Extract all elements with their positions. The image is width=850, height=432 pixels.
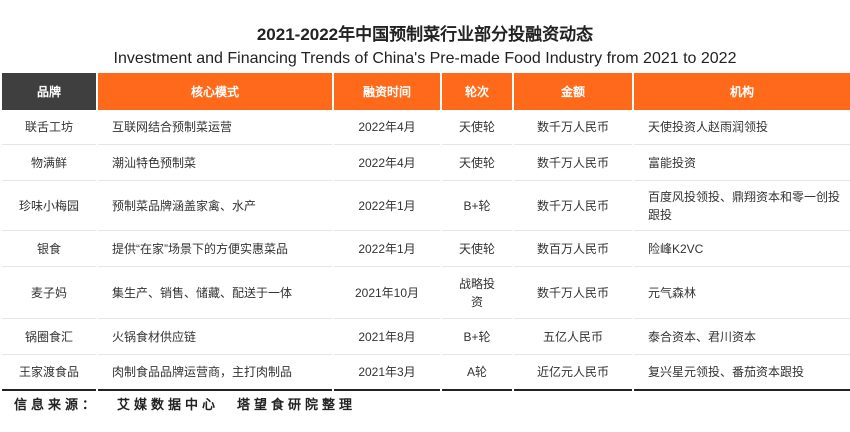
cell-institution: 险峰K2VC [634,231,850,267]
cell-financing-time: 2022年1月 [334,181,440,231]
cell-financing-time: 2022年4月 [334,110,440,145]
cell-amount: 数千万人民币 [514,110,632,145]
cell-round: 战略投资 [442,267,512,319]
cell-core-model: 预制菜品牌涵盖家禽、水产 [98,181,332,231]
cell-core-model: 提供“在家”场景下的方便实惠菜品 [98,231,332,267]
table-row: 麦子妈 集生产、销售、储藏、配送于一体 2021年10月 战略投资 数千万人民币… [2,267,850,319]
table-row: 王家渡食品 肉制食品品牌运营商，主打肉制品 2021年3月 A轮 近亿元人民币 … [2,355,850,391]
cell-brand: 物满鲜 [2,145,96,181]
cell-round: 天使轮 [442,231,512,267]
cell-financing-time: 2022年1月 [334,231,440,267]
cell-amount: 数千万人民币 [514,267,632,319]
cell-brand: 银食 [2,231,96,267]
cell-financing-time: 2021年10月 [334,267,440,319]
cell-brand: 麦子妈 [2,267,96,319]
investment-table: 品牌 核心模式 融资时间 轮次 金额 机构 联舌工坊 互联网结合预制菜运营 20… [0,73,850,391]
table-row: 物满鲜 潮汕特色预制菜 2022年4月 天使轮 数千万人民币 富能投资 [2,145,850,181]
cell-amount: 五亿人民币 [514,319,632,355]
source-org-primary: 艾媒数据中心 [117,397,220,412]
cell-amount: 近亿元人民币 [514,355,632,391]
cell-core-model: 火锅食材供应链 [98,319,332,355]
cell-amount: 数千万人民币 [514,181,632,231]
cell-institution: 复兴星元领投、番茄资本跟投 [634,355,850,391]
source-note: 信息来源： 艾媒数据中心 塔望食研院整理 [14,394,374,413]
page-title: 2021-2022年中国预制菜行业部分投融资动态 [256,25,594,44]
cell-amount: 数百万人民币 [514,231,632,267]
cell-institution: 元气森林 [634,267,850,319]
page-subtitle: Investment and Financing Trends of China… [113,50,737,67]
header-core-model: 核心模式 [98,73,332,110]
cell-brand: 珍味小梅园 [2,181,96,231]
cell-core-model: 集生产、销售、储藏、配送于一体 [98,267,332,319]
cell-institution: 泰合资本、君川资本 [634,319,850,355]
table-row: 银食 提供“在家”场景下的方便实惠菜品 2022年1月 天使轮 数百万人民币 险… [2,231,850,267]
source-org-secondary: 塔望食研院整理 [237,397,357,412]
cell-round: 天使轮 [442,110,512,145]
cell-financing-time: 2022年4月 [334,145,440,181]
cell-institution: 百度风投领投、鼎翔资本和零一创投跟投 [634,181,850,231]
table-row: 联舌工坊 互联网结合预制菜运营 2022年4月 天使轮 数千万人民币 天使投资人… [2,110,850,145]
cell-core-model: 潮汕特色预制菜 [98,145,332,181]
table-row: 锅圈食汇 火锅食材供应链 2021年8月 B+轮 五亿人民币 泰合资本、君川资本 [2,319,850,355]
cell-round: A轮 [442,355,512,391]
source-label: 信息来源： [14,397,100,412]
cell-round: 天使轮 [442,145,512,181]
cell-core-model: 互联网结合预制菜运营 [98,110,332,145]
cell-institution: 富能投资 [634,145,850,181]
table-header-row: 品牌 核心模式 融资时间 轮次 金额 机构 [2,73,850,110]
cell-amount: 数千万人民币 [514,145,632,181]
cell-round: B+轮 [442,181,512,231]
table-row: 珍味小梅园 预制菜品牌涵盖家禽、水产 2022年1月 B+轮 数千万人民币 百度… [2,181,850,231]
cell-institution: 天使投资人赵雨润领投 [634,110,850,145]
header-round: 轮次 [442,73,512,110]
cell-core-model: 肉制食品品牌运营商，主打肉制品 [98,355,332,391]
cell-brand: 锅圈食汇 [2,319,96,355]
cell-financing-time: 2021年3月 [334,355,440,391]
cell-brand: 联舌工坊 [2,110,96,145]
cell-financing-time: 2021年8月 [334,319,440,355]
header-amount: 金额 [514,73,632,110]
header-financing-time: 融资时间 [334,73,440,110]
cell-brand: 王家渡食品 [2,355,96,391]
cell-round: B+轮 [442,319,512,355]
header-brand: 品牌 [2,73,96,110]
header-institution: 机构 [634,73,850,110]
